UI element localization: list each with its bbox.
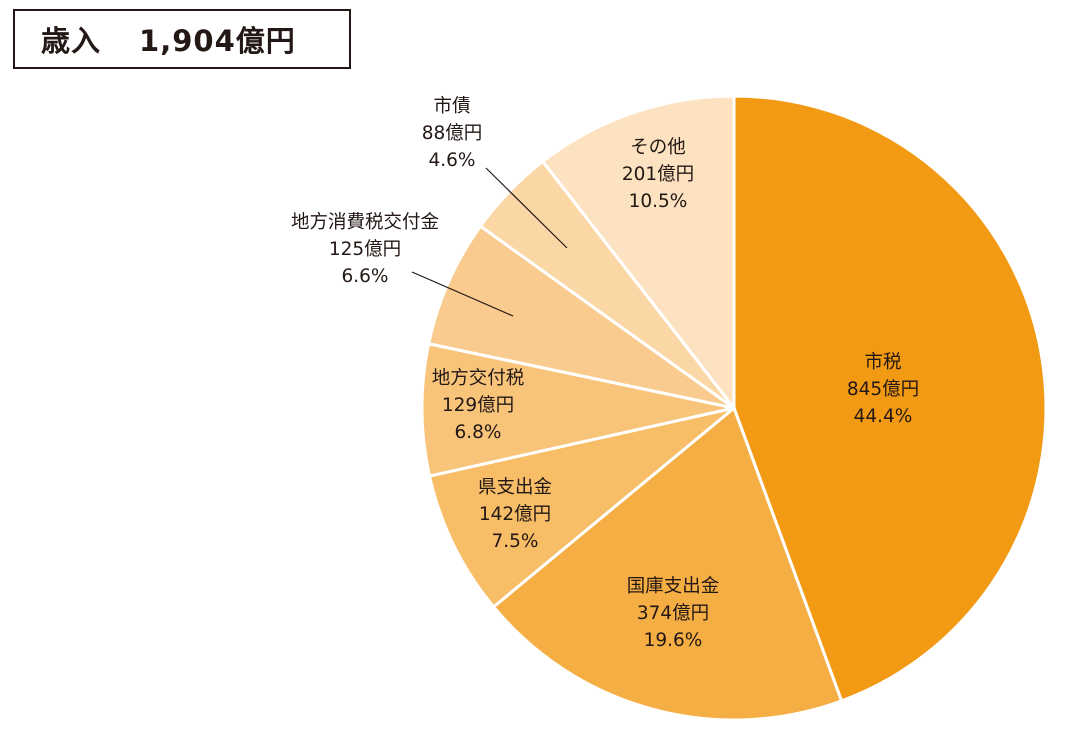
slice-label-percent-label: 10.5%	[629, 191, 688, 212]
pie-slice-2	[492, 406, 844, 722]
slice-label-percent-label: 19.6%	[644, 630, 703, 651]
slice-label-amount: 142億円	[479, 504, 551, 525]
slice-label-amount: 129億円	[442, 395, 514, 416]
slice-label-4: 地方交付税 129億円 6.8%	[432, 368, 525, 443]
pie-slice-7	[541, 94, 736, 410]
slice-label-3: 県支出金 142億円 7.5%	[478, 477, 552, 552]
slice-label-1: 市税 845億円 44.4%	[847, 352, 919, 427]
leader-lines	[411, 167, 568, 317]
slice-label-2: 国庫支出金 374億円 19.6%	[627, 576, 720, 651]
slice-label-name: 国庫支出金	[627, 576, 720, 597]
pie-slice-3	[428, 406, 736, 609]
pie-slice-5	[427, 224, 736, 410]
revenue-label: 歳入	[41, 24, 102, 58]
slice-label-percent-label: 6.6%	[342, 266, 389, 287]
slice-label-6: 市債 88億円 4.6%	[422, 96, 483, 171]
slice-label-amount: 845億円	[847, 379, 919, 400]
revenue-total: 1,904億円	[139, 24, 296, 58]
slice-label-amount: 88億円	[422, 123, 483, 144]
slice-label-percent-label: 4.6%	[429, 150, 476, 171]
slice-labels: 市税 845億円 44.4% 国庫支出金 374億円 19.6% 県支出金 142億円 7.5%…	[291, 96, 919, 651]
slice-label-amount: 125億円	[329, 239, 401, 260]
slice-label-percent-label: 6.8%	[455, 422, 502, 443]
slice-label-percent-label: 7.5%	[492, 531, 539, 552]
slice-label-name: 地方交付税	[432, 368, 525, 389]
slice-label-name: 市税	[864, 352, 901, 373]
slice-label-name: 市債	[433, 96, 470, 117]
slice-label-amount: 201億円	[622, 164, 694, 185]
slice-label-5: 地方消費税交付金 125億円 6.6%	[291, 212, 439, 287]
slice-label-name: 県支出金	[478, 477, 552, 498]
slice-label-name: その他	[630, 137, 686, 158]
leader-line-6	[485, 167, 568, 249]
pie-slices	[420, 94, 1048, 722]
pie-slice-4	[420, 342, 736, 478]
chart-title: 歳入 1,904億円	[13, 9, 351, 69]
slice-label-percent-label: 44.4%	[854, 406, 913, 427]
pie-slice-1	[732, 94, 1048, 703]
slice-label-name: 地方消費税交付金	[291, 212, 439, 233]
slice-label-7: その他 201億円 10.5%	[622, 137, 694, 212]
slice-label-amount: 374億円	[637, 603, 709, 624]
leader-line-5	[411, 271, 514, 317]
